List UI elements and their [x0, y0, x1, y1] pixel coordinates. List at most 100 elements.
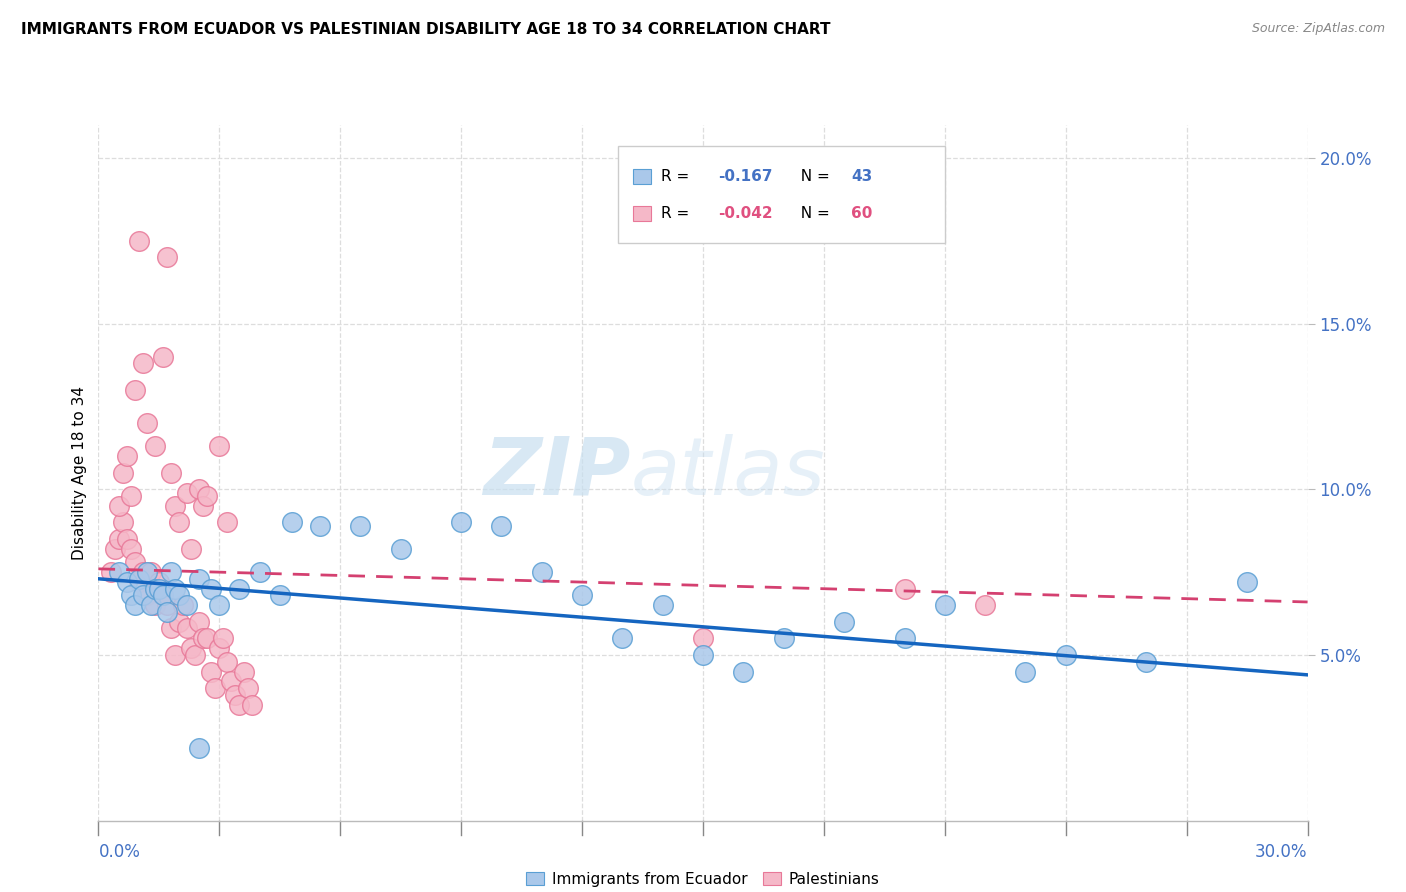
Point: [167, 516, 190, 530]
Point: [232, 665, 254, 679]
Point: [120, 489, 142, 503]
Point: [132, 588, 155, 602]
Text: -0.042: -0.042: [718, 206, 773, 220]
Point: [160, 466, 183, 480]
Point: [450, 516, 472, 530]
Point: [208, 641, 231, 656]
Point: [974, 599, 997, 613]
Point: [100, 565, 122, 579]
Point: [269, 588, 291, 602]
Point: [217, 655, 239, 669]
Text: N =: N =: [790, 169, 834, 184]
Point: [156, 599, 179, 613]
Point: [128, 234, 150, 248]
Point: [152, 588, 174, 602]
Point: [143, 582, 166, 596]
Point: [184, 648, 207, 662]
Point: [1014, 665, 1036, 679]
Point: [120, 541, 142, 556]
Point: [143, 439, 166, 453]
Point: [228, 698, 250, 712]
Point: [180, 541, 202, 556]
Point: [224, 688, 246, 702]
Point: [236, 681, 259, 695]
Point: [111, 516, 134, 530]
Point: [772, 632, 794, 646]
Point: [893, 582, 915, 596]
Point: [530, 565, 553, 579]
Point: [228, 582, 250, 596]
Text: R =: R =: [661, 169, 699, 184]
Point: [176, 599, 198, 613]
Point: [651, 599, 673, 613]
Point: [160, 565, 183, 579]
Point: [128, 575, 150, 590]
Text: 60: 60: [851, 206, 872, 220]
Point: [167, 588, 190, 602]
Text: -0.167: -0.167: [718, 169, 772, 184]
Point: [115, 575, 138, 590]
Point: [156, 605, 179, 619]
Point: [692, 632, 714, 646]
Point: [107, 565, 129, 579]
Point: [491, 518, 513, 533]
Point: [128, 572, 150, 586]
Text: IMMIGRANTS FROM ECUADOR VS PALESTINIAN DISABILITY AGE 18 TO 34 CORRELATION CHART: IMMIGRANTS FROM ECUADOR VS PALESTINIAN D…: [21, 22, 831, 37]
Point: [1135, 655, 1157, 669]
Point: [176, 485, 198, 500]
Point: [163, 582, 186, 596]
Point: [152, 588, 174, 602]
Y-axis label: Disability Age 18 to 34: Disability Age 18 to 34: [72, 385, 87, 560]
Point: [281, 516, 304, 530]
Point: [188, 572, 211, 586]
Point: [176, 622, 198, 636]
Point: [612, 632, 634, 646]
Point: [193, 632, 215, 646]
Point: [163, 648, 186, 662]
Point: [240, 698, 263, 712]
Bar: [633, 205, 651, 221]
Point: [115, 449, 138, 463]
Point: [221, 674, 243, 689]
FancyBboxPatch shape: [619, 145, 945, 244]
Point: [208, 439, 231, 453]
Point: [1236, 575, 1258, 590]
Point: [195, 489, 218, 503]
Text: 0.0%: 0.0%: [98, 843, 141, 861]
Point: [217, 516, 239, 530]
Point: [139, 599, 162, 613]
Point: [132, 356, 155, 370]
Point: [193, 499, 215, 513]
Point: [832, 615, 855, 629]
Point: [200, 582, 222, 596]
Point: [143, 599, 166, 613]
Legend: Immigrants from Ecuador, Palestinians: Immigrants from Ecuador, Palestinians: [520, 866, 886, 892]
Point: [167, 615, 190, 629]
Point: [389, 541, 412, 556]
Point: [135, 565, 157, 579]
Point: [148, 575, 170, 590]
Point: [934, 599, 956, 613]
Point: [124, 555, 146, 569]
Point: [200, 665, 222, 679]
Point: [135, 588, 157, 602]
Point: [212, 632, 235, 646]
Point: [156, 251, 179, 265]
Point: [195, 632, 218, 646]
Text: 30.0%: 30.0%: [1256, 843, 1308, 861]
Point: [135, 416, 157, 430]
Point: [172, 599, 194, 613]
Point: [893, 632, 915, 646]
Point: [188, 615, 211, 629]
Point: [107, 532, 129, 546]
Point: [107, 499, 129, 513]
Point: [204, 681, 226, 695]
Point: [111, 466, 134, 480]
Text: atlas: atlas: [630, 434, 825, 512]
Point: [1054, 648, 1077, 662]
Point: [180, 641, 202, 656]
Point: [132, 565, 155, 579]
Point: [733, 665, 755, 679]
Point: [571, 588, 593, 602]
Text: R =: R =: [661, 206, 699, 220]
